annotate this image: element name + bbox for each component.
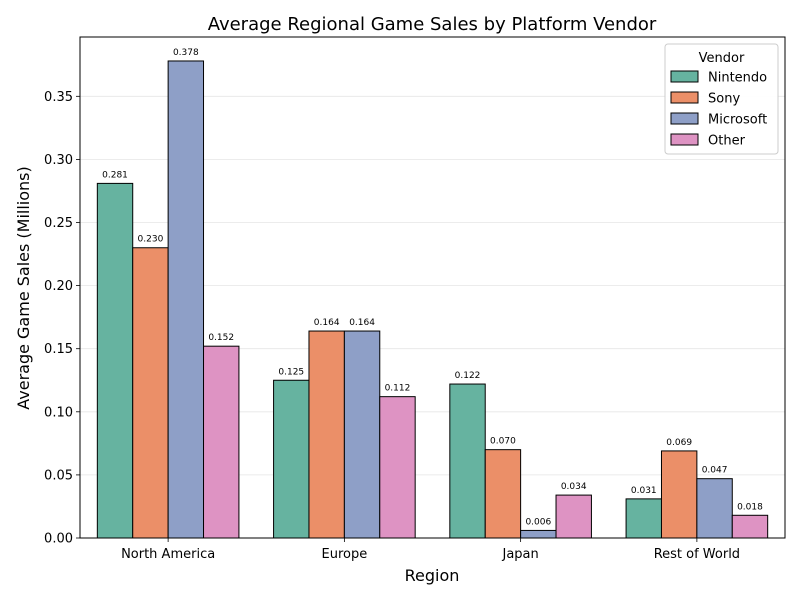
data-label: 0.152	[208, 333, 234, 343]
data-label: 0.069	[666, 438, 692, 448]
y-tick-label: 0.15	[44, 342, 73, 357]
legend: Vendor Nintendo Sony Microsoft Other	[664, 43, 779, 155]
bar-nintendo	[96, 182, 134, 539]
bar-nintendo	[625, 498, 662, 539]
bar-microsoft	[167, 60, 205, 539]
y-tick-label: 0.25	[44, 216, 73, 231]
data-label: 0.122	[455, 371, 481, 381]
bar-other	[379, 396, 416, 539]
bar-microsoft	[696, 478, 733, 539]
data-label: 0.125	[278, 367, 304, 377]
data-label: 0.378	[173, 48, 199, 58]
data-label: 0.281	[102, 170, 128, 180]
bar-other	[203, 345, 240, 539]
bar-microsoft	[343, 330, 381, 539]
legend-label: Nintendo	[708, 71, 767, 86]
data-label: 0.230	[138, 235, 164, 245]
y-tick-label: 0.00	[44, 532, 73, 547]
data-label: 0.018	[737, 502, 763, 512]
bar-microsoft	[520, 529, 557, 539]
legend-swatch	[670, 70, 699, 83]
y-tick-label: 0.35	[44, 90, 73, 105]
bar-sony	[484, 449, 522, 539]
legend-label: Sony	[708, 92, 740, 107]
data-label: 0.034	[561, 482, 587, 492]
data-label: 0.031	[631, 486, 657, 496]
legend-swatch	[670, 112, 699, 125]
axes: 0.00 0.05 0.10 0.15 0.20 0.25 0.30 0.35 North Am…	[44, 36, 786, 562]
data-label: 0.006	[525, 517, 551, 527]
y-axis-label: Average Game Sales (Millions)	[14, 166, 33, 410]
data-label: 0.047	[702, 466, 728, 476]
bar-sony	[132, 247, 169, 539]
legend-title: Vendor	[699, 51, 745, 66]
bar-other	[731, 514, 769, 539]
x-tick-label: Japan	[501, 547, 538, 562]
bar-nintendo	[273, 379, 310, 539]
x-tick-label: Europe	[322, 547, 368, 562]
data-label: 0.164	[314, 318, 340, 328]
data-label: 0.164	[349, 318, 375, 328]
legend-swatch	[670, 91, 699, 104]
bar-sony	[308, 330, 345, 539]
y-tick-label: 0.10	[44, 405, 73, 420]
legend-label: Microsoft	[708, 113, 767, 128]
bar-sony	[660, 450, 698, 539]
legend-label: Other	[708, 134, 746, 149]
x-axis-label: Region	[405, 566, 460, 585]
bars: 0.281 0.230 0.378 0.152 0.125 0.164 0.164 0.112…	[96, 48, 769, 539]
bar-other	[555, 494, 592, 539]
x-tick-label: Rest of World	[654, 547, 740, 562]
bar-nintendo	[449, 383, 486, 539]
chart-title: Average Regional Game Sales by Platform …	[208, 14, 657, 35]
data-label: 0.112	[385, 384, 411, 394]
y-tick-label: 0.30	[44, 153, 73, 168]
x-tick-label: North America	[121, 547, 215, 562]
legend-swatch	[670, 133, 699, 146]
plot-frame	[79, 36, 786, 539]
data-label: 0.070	[490, 437, 516, 447]
y-tick-label: 0.20	[44, 279, 73, 294]
y-tick-label: 0.05	[44, 468, 73, 483]
